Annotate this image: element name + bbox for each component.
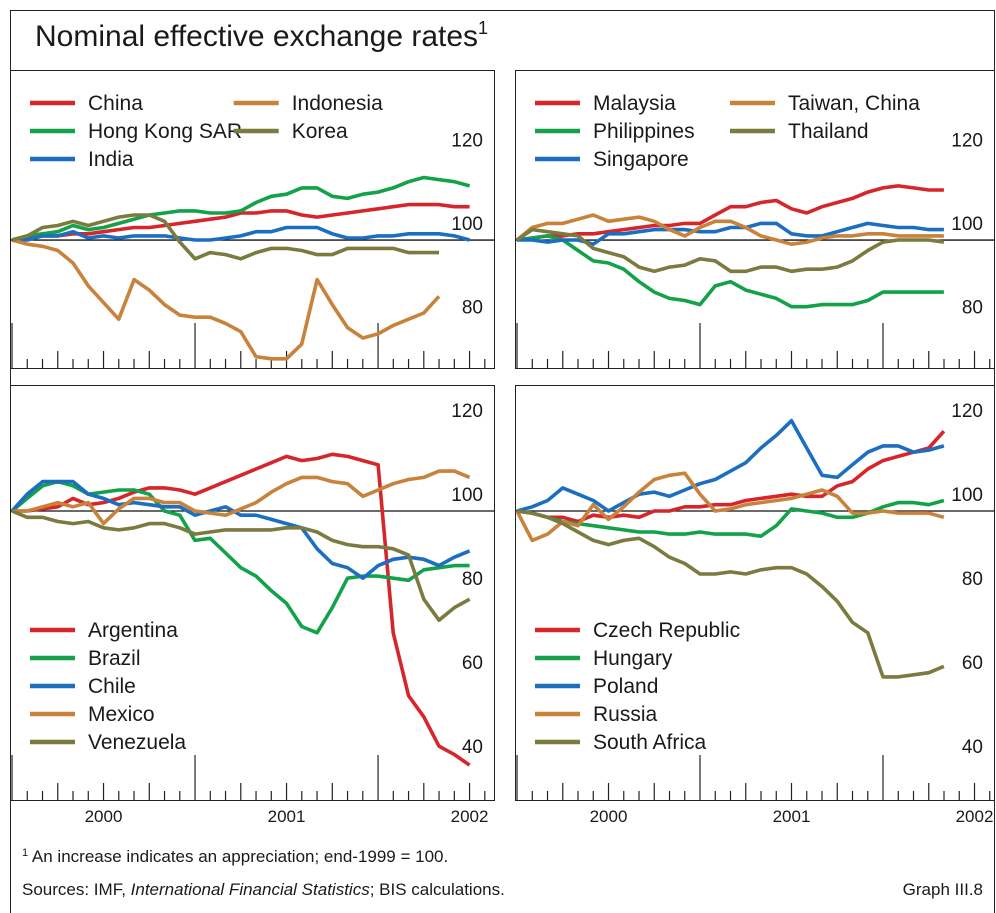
y-tick-label: 120 <box>951 401 983 422</box>
x-tick-label: 2001 <box>773 807 811 826</box>
legend-label: China <box>88 92 143 115</box>
y-tick-label: 120 <box>451 131 483 152</box>
series-line <box>516 429 946 524</box>
x-tick-label: 2000 <box>85 807 123 826</box>
sources: Sources: IMF, International Financial St… <box>22 880 505 899</box>
y-tick-label: 40 <box>462 737 483 758</box>
x-tick-label: 2002 <box>956 807 994 826</box>
legend-label: South Africa <box>593 731 707 754</box>
series-line <box>11 509 471 622</box>
series-line <box>11 238 441 361</box>
frame <box>10 10 995 913</box>
y-tick-label: 80 <box>462 297 483 318</box>
legend-label: Malaysia <box>593 92 676 115</box>
figure-title: Nominal effective exchange rates1 <box>35 18 488 53</box>
footnote: 1 An increase indicates an appreciation;… <box>22 847 448 866</box>
legend-label: Korea <box>292 120 348 143</box>
legend-label: Mexico <box>88 703 155 726</box>
series-line <box>515 227 945 274</box>
series-line <box>11 213 439 261</box>
legend-label: Chile <box>88 675 136 698</box>
y-tick-label: 80 <box>462 569 483 590</box>
sources-publication: International Financial Statistics <box>131 880 371 899</box>
legend-label: Argentina <box>88 619 178 642</box>
y-tick-label: 100 <box>951 485 983 506</box>
x-tick-label: 2002 <box>451 807 489 826</box>
y-tick-label: 60 <box>462 653 483 674</box>
series-line <box>11 202 470 242</box>
sources-text: ; BIS calculations. <box>370 880 505 899</box>
legend-label: Thailand <box>788 120 869 143</box>
y-tick-label: 80 <box>962 297 983 318</box>
panel: 2000 2001 2002 40 60 80 100 120 Czech Republic Hu… <box>515 385 995 826</box>
y-tick-label: 100 <box>451 485 483 506</box>
footnote-marker: 1 <box>22 847 28 859</box>
legend-label: Venezuela <box>88 731 186 754</box>
legend-label: Indonesia <box>292 92 383 115</box>
y-tick-label: 40 <box>962 737 983 758</box>
x-tick-label: 2000 <box>590 807 628 826</box>
series-line <box>516 234 944 309</box>
series-line <box>515 213 944 246</box>
panel: 2000 2001 2002 40 60 80 100 120 Argentina Brazil C… <box>10 385 495 826</box>
series-line <box>516 509 945 679</box>
footnote-text: An increase indicates an appreciation; e… <box>28 847 448 866</box>
y-tick-label: 100 <box>451 214 483 235</box>
legend-label: Czech Republic <box>593 619 740 642</box>
legend-label: Taiwan, China <box>788 92 920 115</box>
legend-label: Singapore <box>593 148 689 171</box>
title-note: 1 <box>478 18 488 38</box>
series-line <box>11 175 471 242</box>
series-line <box>12 225 471 242</box>
series-line <box>516 418 945 513</box>
y-tick-label: 80 <box>962 569 983 590</box>
legend-label: Russia <box>593 703 658 726</box>
legend-label: Hungary <box>593 647 673 670</box>
legend-label: Poland <box>593 675 658 698</box>
y-tick-label: 120 <box>951 131 983 152</box>
y-tick-label: 60 <box>962 653 983 674</box>
series-line <box>12 469 471 526</box>
series-line <box>515 471 945 543</box>
sources-text: Sources: IMF, <box>22 880 131 899</box>
graph-label: Graph III.8 <box>903 880 983 899</box>
series-line <box>516 184 944 242</box>
y-tick-label: 120 <box>451 401 483 422</box>
title-text: Nominal effective exchange rates <box>35 20 478 53</box>
panel: 80 100 120 China Hong Kong SAR India Indonesia… <box>10 70 495 369</box>
series-line <box>10 479 471 580</box>
legend-label: India <box>88 148 134 171</box>
series-line <box>12 452 471 767</box>
legend-label: Hong Kong SAR <box>88 120 242 143</box>
legend-label: Brazil <box>88 647 141 670</box>
y-tick-label: 100 <box>951 214 983 235</box>
x-tick-label: 2001 <box>268 807 306 826</box>
legend-label: Philippines <box>593 120 695 143</box>
panel: 80 100 120 Malaysia Philippines Singapore Taiw… <box>515 70 995 369</box>
